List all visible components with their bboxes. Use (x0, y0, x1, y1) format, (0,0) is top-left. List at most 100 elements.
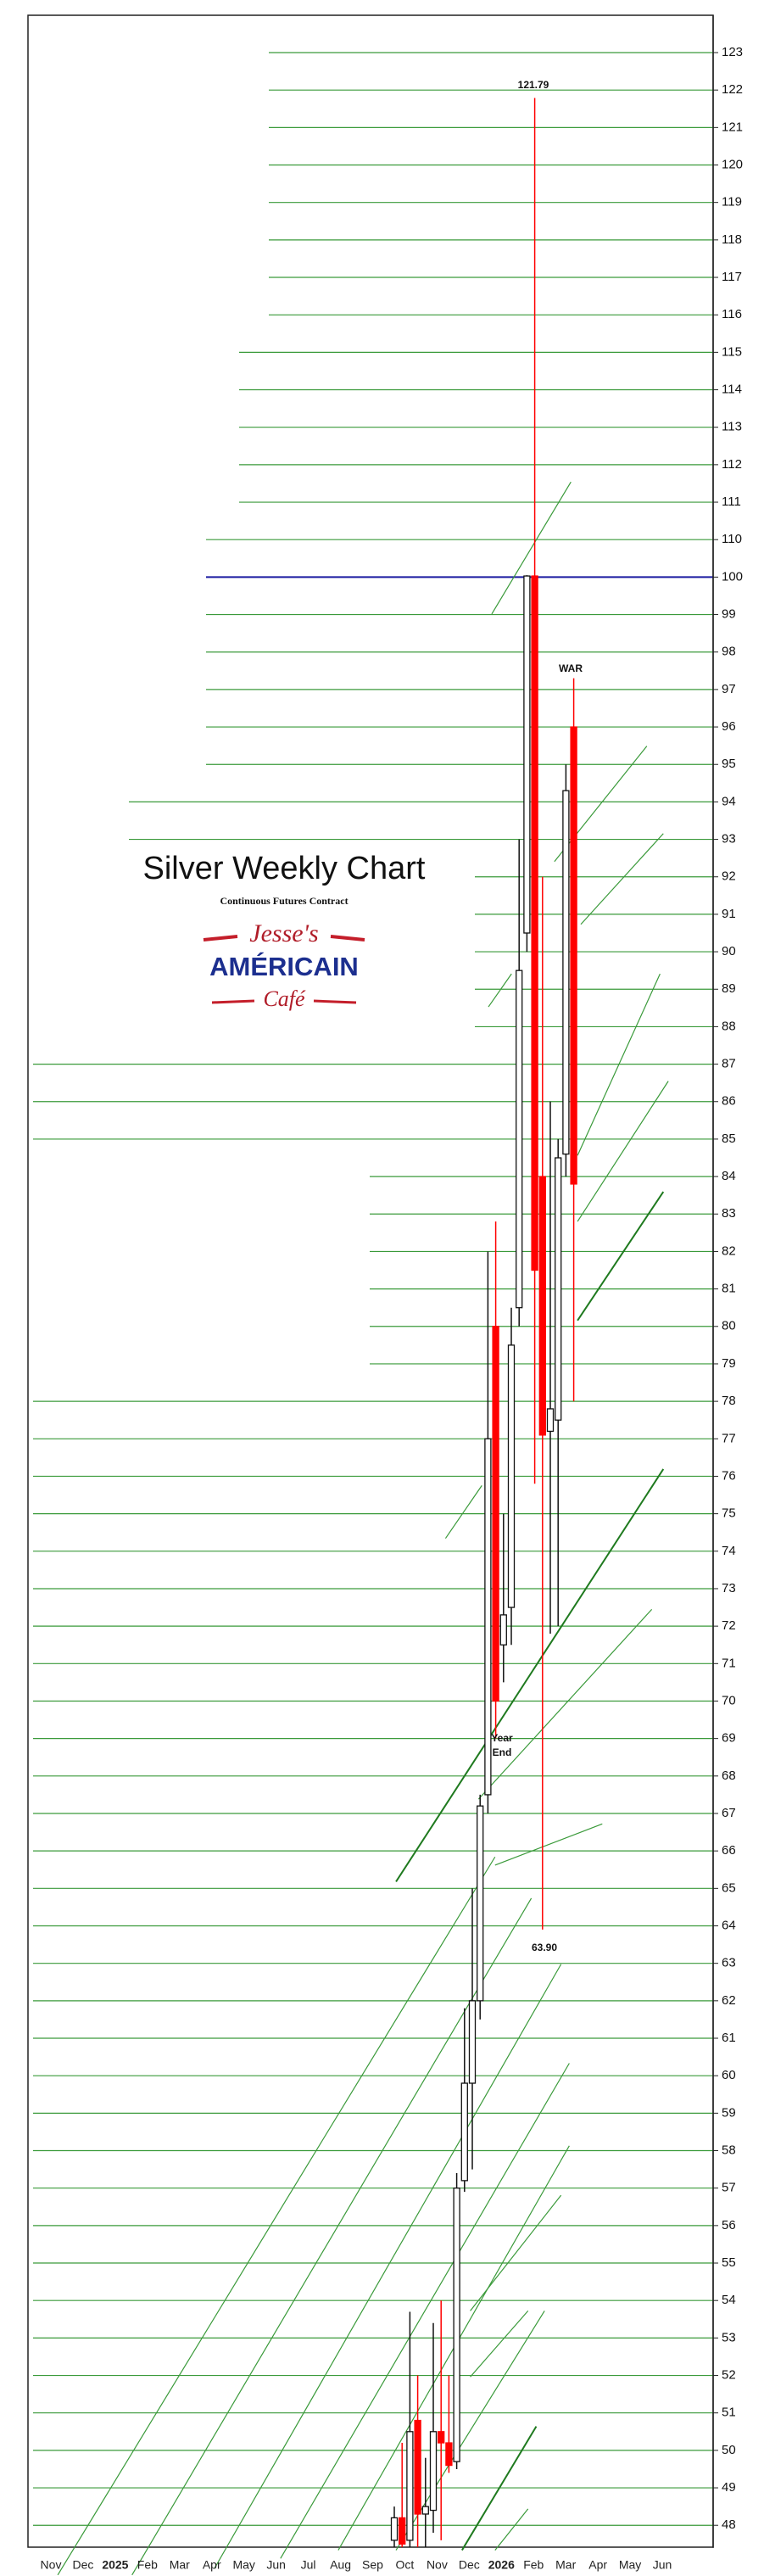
annotation: End (493, 1746, 512, 1758)
x-tick-label: Sep (362, 2558, 383, 2572)
annotation: 63.90 (532, 1942, 557, 1953)
trend-line (577, 973, 661, 1156)
y-tick-label: 54 (722, 2293, 736, 2307)
y-tick-label: 58 (722, 2143, 736, 2157)
trend-line (494, 1823, 603, 1866)
y-tick-label: 120 (722, 157, 743, 171)
trend-line (57, 1856, 496, 2576)
chart-title: Silver Weekly Chart (143, 851, 426, 886)
trend-line (477, 1608, 653, 1800)
candle-body (445, 2442, 453, 2467)
y-tick-label: 91 (722, 907, 736, 921)
y-tick-label: 115 (722, 344, 742, 359)
x-tick-label: Dec (72, 2558, 93, 2572)
candles (390, 98, 577, 2547)
x-tick-label: 2025 (102, 2558, 128, 2572)
y-tick-label: 121 (722, 120, 743, 134)
y-tick-label: 61 (722, 2031, 736, 2045)
y-tick-label: 79 (722, 1356, 736, 1371)
candle-body (555, 1157, 562, 1421)
annotation: WAR (559, 662, 583, 674)
y-tick-label: 77 (722, 1431, 736, 1445)
logo-line: Jesse's (249, 919, 318, 947)
candle-body (570, 726, 577, 1185)
y-tick-label: 48 (722, 2517, 736, 2532)
y-tick-label: 74 (722, 1544, 736, 1558)
x-tick-label: Dec (459, 2558, 480, 2572)
logo-line: AMÉRICAIN (209, 952, 359, 981)
y-tick-label: 73 (722, 1581, 736, 1595)
annotation: Year (491, 1732, 513, 1744)
candle-body (538, 1176, 546, 1436)
x-tick-label: Oct (396, 2558, 415, 2572)
y-tick-label: 88 (722, 1019, 736, 1033)
y-tick-label: 65 (722, 1880, 736, 1895)
trend-line (470, 2311, 529, 2378)
y-tick-label: 70 (722, 1693, 736, 1707)
x-tick-label: Aug (330, 2558, 351, 2572)
candle-body (531, 575, 538, 1271)
y-tick-label: 75 (722, 1506, 736, 1521)
x-tick-label: Feb (523, 2558, 544, 2572)
x-tick-label: Jun (653, 2558, 672, 2572)
y-tick-label: 72 (722, 1618, 736, 1633)
candle-body (468, 2000, 477, 2084)
trend-line (554, 746, 648, 863)
trend-line (444, 1485, 482, 1539)
candle-body (460, 2082, 468, 2182)
trend-line (580, 833, 664, 925)
x-tick-label: Apr (588, 2558, 607, 2572)
candle-body (406, 2431, 414, 2541)
candle-body (484, 1438, 492, 1796)
x-tick-label: Apr (203, 2558, 221, 2572)
y-tick-label: 62 (722, 1993, 736, 2008)
candle-body (507, 1344, 516, 1608)
candle-body (492, 1326, 499, 1702)
y-tick-label: 66 (722, 1843, 736, 1858)
trend-line (577, 1081, 669, 1222)
x-tick-label: May (232, 2558, 254, 2572)
y-tick-label: 69 (722, 1731, 736, 1746)
logo-swoosh (211, 999, 357, 1004)
y-tick-label: 110 (722, 532, 742, 546)
candle-body (499, 1614, 507, 1646)
y-tick-label: 52 (722, 2368, 736, 2383)
x-tick-label: Mar (170, 2558, 190, 2572)
x-tick-label: Jul (301, 2558, 316, 2572)
y-tick-label: 53 (722, 2330, 736, 2344)
y-tick-label: 82 (722, 1243, 736, 1258)
y-tick-label: 96 (722, 719, 736, 734)
logo: Jesse's AMÉRICAIN Café (203, 919, 365, 1011)
y-tick-label: 118 (722, 232, 742, 247)
y-tick-label: 116 (722, 307, 742, 321)
y-tick-label: 99 (722, 607, 736, 622)
grid (33, 52, 713, 2526)
y-tick-label: 59 (722, 2105, 736, 2120)
trend-line (461, 2426, 538, 2551)
y-tick-label: 90 (722, 944, 736, 958)
logo-line: Café (263, 986, 306, 1011)
trend-line (280, 2063, 570, 2559)
y-tick-label: 50 (722, 2443, 736, 2457)
y-tick-label: 51 (722, 2406, 736, 2420)
y-tick-label: 57 (722, 2181, 736, 2195)
trend-line (577, 1191, 665, 1322)
candle-body (438, 2431, 445, 2444)
y-tick-label: 113 (722, 420, 742, 434)
candle-body (399, 2517, 406, 2545)
candle-body (414, 2419, 421, 2515)
y-tick-label: 123 (722, 45, 743, 59)
y-tick-label: 97 (722, 682, 736, 696)
y-tick-label: 112 (722, 457, 742, 472)
trend-line (491, 481, 572, 615)
y-tick-label: 95 (722, 757, 736, 771)
x-tick-label: Nov (427, 2558, 448, 2572)
y-tick-label: 78 (722, 1394, 736, 1408)
candle-body (516, 969, 523, 1309)
candle-body (562, 790, 570, 1155)
y-tick-label: 49 (722, 2480, 736, 2495)
y-tick-label: 114 (722, 382, 742, 396)
x-tick-label: 2026 (488, 2558, 515, 2572)
y-tick-label: 83 (722, 1206, 736, 1221)
